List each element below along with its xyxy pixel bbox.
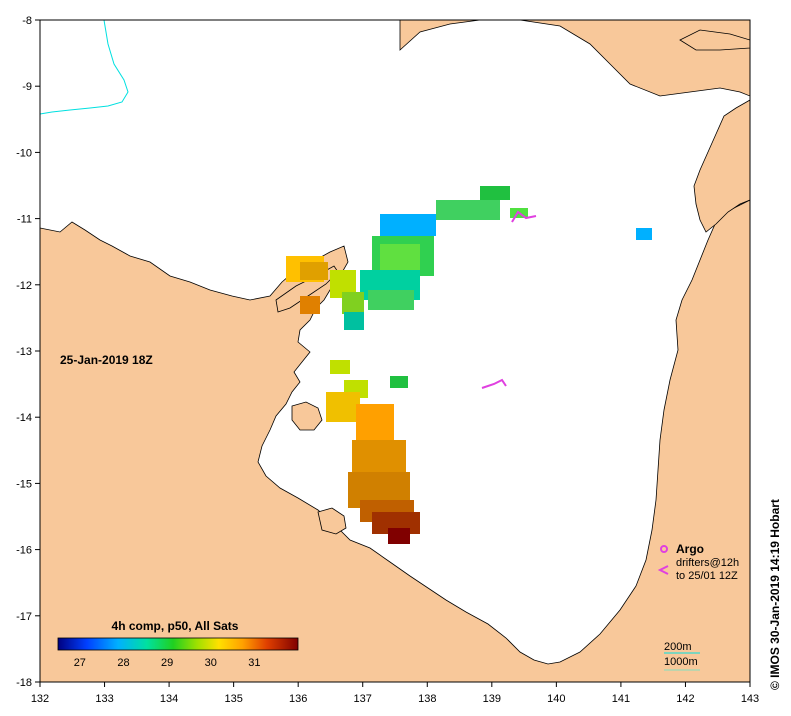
- legend-drifters-line1: drifters@12h: [676, 557, 739, 569]
- contour-200m-line: [40, 20, 129, 115]
- y-tick-label: -11: [17, 214, 32, 226]
- x-tick-label: 138: [418, 693, 436, 705]
- date-label: 25-Jan-2019 18Z: [60, 353, 153, 367]
- y-axis: -8 -9 -10 -11 -12 -13 -14 -15 -16 -17 -18: [16, 15, 40, 689]
- land-wellesley: [317, 507, 347, 535]
- y-tick-label: -16: [16, 545, 32, 557]
- colorbar-tick-label: 30: [205, 657, 217, 669]
- colorbar-tick-label: 29: [161, 657, 173, 669]
- argo-marker-icon: [660, 545, 668, 553]
- y-tick-label: -15: [16, 478, 32, 490]
- colorbar-tick-label: 31: [248, 657, 260, 669]
- y-tick-label: -17: [16, 611, 32, 623]
- drifter-arrow-icon: [657, 565, 669, 575]
- colorbar-tick-label: 28: [117, 657, 129, 669]
- x-tick-label: 136: [289, 693, 307, 705]
- land-groote: [291, 401, 323, 431]
- contour-legend: 200m 1000m: [664, 641, 700, 671]
- x-tick-label: 143: [741, 693, 759, 705]
- x-tick-label: 134: [160, 693, 178, 705]
- y-tick-label: -18: [16, 677, 32, 689]
- legend-argo-label: Argo: [676, 542, 704, 556]
- x-tick-label: 132: [31, 693, 49, 705]
- contour-1000m-label: 1000m: [664, 656, 698, 668]
- land-northern-territory: [40, 199, 750, 682]
- legend: Argo drifters@12h to 25/01 12Z: [657, 542, 739, 582]
- y-tick-label: -12: [16, 280, 32, 292]
- colorbar-tick-label: 27: [74, 657, 86, 669]
- y-tick-label: -10: [16, 147, 32, 159]
- colorbar-title: 4h comp, p50, All Sats: [112, 619, 239, 633]
- colorbar-gradient: [57, 637, 299, 651]
- legend-drifters-line2: to 25/01 12Z: [676, 570, 738, 582]
- land-cape-york: [693, 99, 750, 233]
- x-tick-label: 135: [224, 693, 242, 705]
- sst-cluster-west: [286, 256, 364, 330]
- drifter-tracks: [481, 210, 537, 389]
- y-tick-label: -13: [16, 346, 32, 358]
- sst-cluster-north: [360, 186, 652, 310]
- colorbar: 4h comp, p50, All Sats 27 28 29 30 31: [57, 619, 299, 669]
- x-axis: 132 133 134 135 136 137 138 139 140 141 142 143: [31, 682, 759, 705]
- x-tick-label: 139: [483, 693, 501, 705]
- x-tick-label: 142: [676, 693, 694, 705]
- land-new-guinea: [399, 20, 750, 97]
- land-island: [679, 29, 750, 51]
- x-tick-label: 140: [547, 693, 565, 705]
- y-tick-label: -8: [22, 15, 32, 27]
- x-tick-label: 133: [95, 693, 113, 705]
- credit-label: © IMOS 30-Jan-2019 14:19 Hobart: [768, 499, 782, 690]
- contour-200m-label: 200m: [664, 641, 692, 653]
- sst-cluster-south: [326, 360, 420, 544]
- x-tick-label: 137: [354, 693, 372, 705]
- x-tick-label: 141: [612, 693, 630, 705]
- y-tick-label: -9: [22, 81, 32, 93]
- y-tick-label: -14: [16, 412, 32, 424]
